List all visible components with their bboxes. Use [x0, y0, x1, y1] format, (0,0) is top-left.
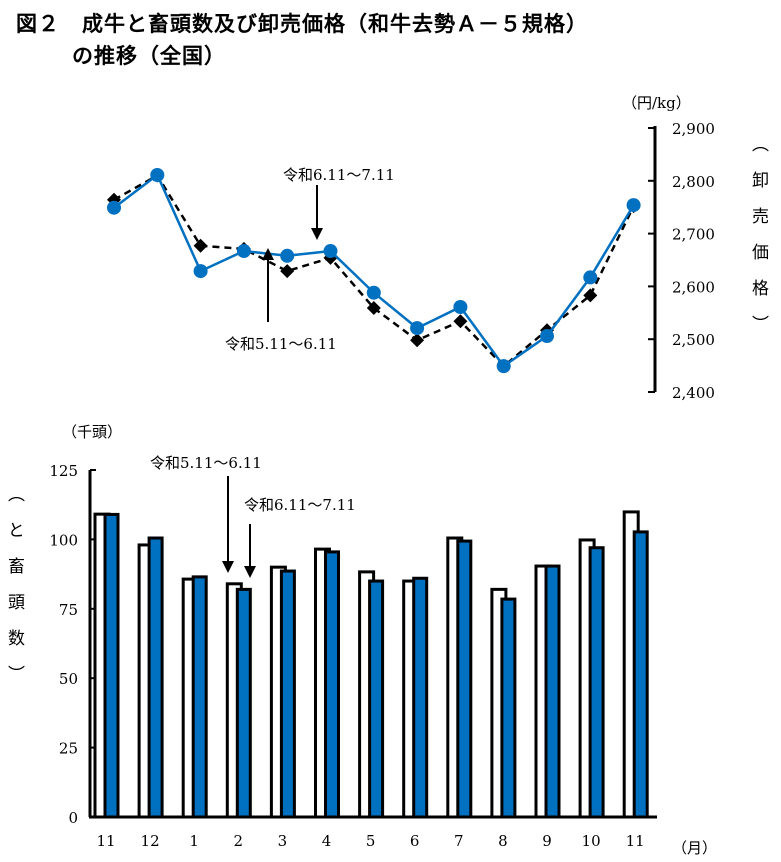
bar-r6	[412, 576, 429, 819]
arrow-top-r5-head	[262, 248, 274, 260]
month-label: 3	[278, 832, 288, 850]
series-r6-point	[193, 264, 208, 279]
price-tick-label: 2,900	[672, 120, 715, 138]
series-r6-point	[280, 248, 295, 263]
month-label: 11	[96, 832, 115, 850]
month-label: 10	[582, 832, 601, 850]
annotation-bottom-r5: 令和5.11～6.11	[150, 454, 262, 472]
month-label: 11	[626, 832, 645, 850]
figure-title-line2: の推移（全国）	[72, 44, 226, 68]
bar-r6	[456, 539, 473, 819]
bar-r6	[279, 569, 296, 819]
annotation-bottom-r6: 令和6.11～7.11	[244, 496, 356, 514]
annotation-top-r6: 令和6.11～7.11	[283, 166, 395, 184]
month-unit-label: （月）	[672, 839, 717, 857]
count-tick-label: 0	[68, 809, 78, 827]
arrow-top-r6-head	[311, 228, 323, 240]
series-r6-point	[583, 270, 598, 285]
series-r6-point	[236, 244, 251, 259]
month-label: 12	[141, 832, 160, 850]
arrow-bottom-r5-head	[222, 561, 234, 573]
count-tick-label: 75	[59, 601, 78, 619]
series-r6-point	[453, 299, 468, 314]
bar-r6	[235, 587, 252, 819]
series-r5-point	[410, 333, 425, 348]
count-tick-label: 125	[49, 462, 78, 480]
series-r5-point	[280, 264, 295, 279]
month-label: 8	[498, 832, 508, 850]
figure-title-line1: 図２ 成牛と畜頭数及び卸売価格（和牛去勢Ａ－５規格）	[16, 12, 588, 36]
series-r5-point	[583, 288, 598, 303]
bar-r6	[191, 575, 208, 819]
series-r5-point	[193, 238, 208, 253]
count-tick-label: 50	[59, 670, 78, 688]
annotation-top-r5: 令和5.11～6.11	[225, 335, 337, 353]
month-label: 4	[322, 832, 332, 850]
series-r6-point	[107, 200, 121, 215]
month-label: 1	[189, 832, 199, 850]
price-tick-label: 2,800	[672, 173, 715, 191]
series-r6-point	[150, 167, 165, 182]
bar-r6	[588, 546, 605, 819]
bar-r6	[500, 597, 517, 819]
price-tick-label: 2,700	[672, 226, 715, 244]
series-r6-point	[540, 329, 554, 344]
series-r5-point	[453, 314, 468, 329]
bar-r6	[103, 512, 120, 819]
series-r6-point	[626, 198, 641, 213]
series-r6-line	[113, 173, 635, 368]
month-label: 5	[366, 832, 376, 850]
count-tick-label: 25	[59, 740, 78, 758]
bar-r6	[632, 530, 649, 819]
arrow-bottom-r6-head	[244, 566, 256, 578]
price-tick-label: 2,600	[672, 278, 715, 296]
series-r6-point	[410, 321, 425, 336]
price-tick-label: 2,500	[672, 331, 715, 349]
series-r6-point	[496, 359, 511, 374]
month-label: 9	[542, 832, 552, 850]
count-unit-label: （千頭）	[62, 423, 122, 441]
price-unit-label: （円/kg）	[622, 94, 691, 112]
bar-r6	[147, 536, 164, 819]
series-r5-line	[113, 173, 635, 368]
bar-r6	[324, 550, 340, 819]
month-label: 6	[410, 832, 420, 850]
count-axis-title: （と畜頭数）	[4, 485, 24, 701]
month-label: 7	[454, 832, 464, 850]
count-tick-label: 100	[49, 531, 78, 549]
bar-r6	[368, 579, 385, 819]
series-r6-point	[323, 244, 338, 259]
month-label: 2	[234, 832, 244, 850]
series-r5-point	[366, 301, 381, 316]
series-r6-point	[366, 285, 381, 300]
price-tick-label: 2,400	[672, 384, 715, 402]
bar-r6	[544, 564, 561, 819]
price-axis-title: （卸売価格）	[748, 135, 768, 351]
